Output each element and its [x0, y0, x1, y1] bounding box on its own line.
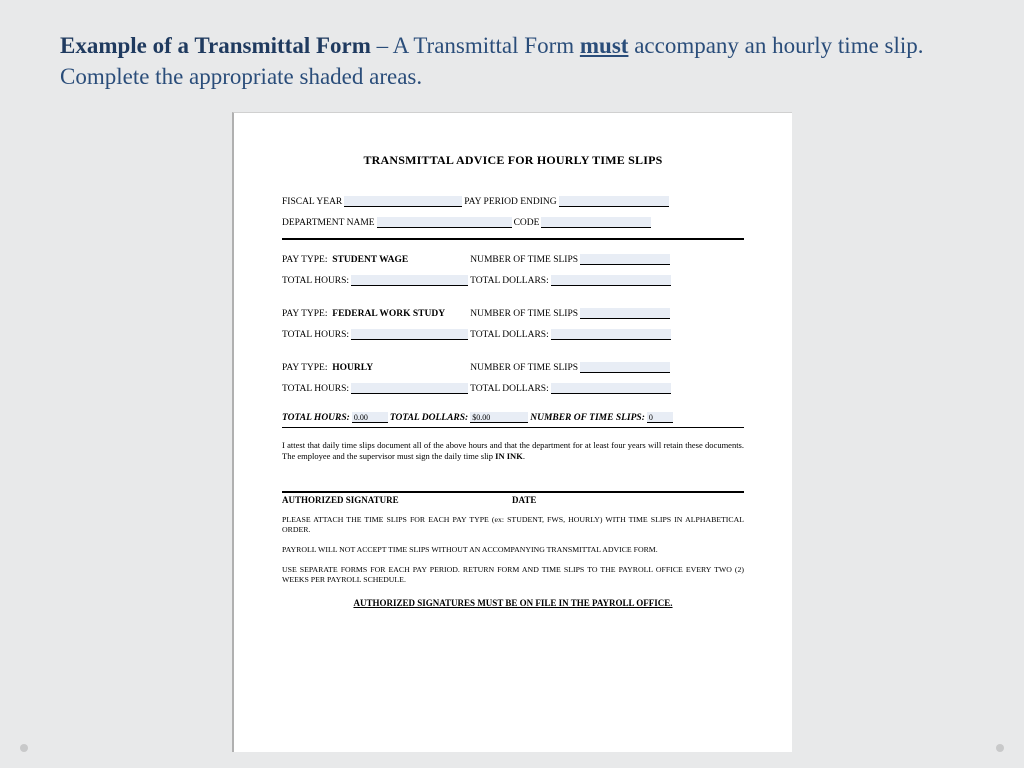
- fiscal-row: FISCAL YEAR PAY PERIOD ENDING: [282, 196, 744, 207]
- numslips-blank-1[interactable]: [580, 254, 670, 265]
- totaldollars-label-1: TOTAL DOLLARS:: [470, 276, 549, 286]
- totalhours-label-2: TOTAL HOURS:: [282, 330, 349, 340]
- numslips-label-1: NUMBER OF TIME SLIPS: [470, 255, 578, 265]
- fiscal-year-blank[interactable]: [344, 196, 462, 207]
- dept-blank[interactable]: [377, 217, 512, 228]
- code-blank[interactable]: [541, 217, 651, 228]
- dept-label: DEPARTMENT NAME: [282, 218, 375, 228]
- fws: FEDERAL WORK STUDY: [332, 309, 470, 319]
- totalhours-blank-3[interactable]: [351, 383, 468, 394]
- section-student: PAY TYPE: STUDENT WAGE NUMBER OF TIME SL…: [282, 254, 744, 286]
- heading-dash: –: [371, 33, 393, 58]
- heading-must: must: [580, 33, 629, 58]
- note-3: USE SEPARATE FORMS FOR EACH PAY PERIOD. …: [282, 565, 744, 585]
- totaldollars-label-2: TOTAL DOLLARS:: [470, 330, 549, 340]
- tot-dollars-label: TOTAL DOLLARS:: [390, 413, 468, 423]
- form-title: TRANSMITTAL ADVICE FOR HOURLY TIME SLIPS: [282, 153, 744, 168]
- fiscal-year-label: FISCAL YEAR: [282, 197, 342, 207]
- tot-slips-val[interactable]: 0: [647, 412, 673, 423]
- totaldollars-blank-2[interactable]: [551, 329, 671, 340]
- paytype-label-2: PAY TYPE:: [282, 309, 328, 319]
- form-document: TRANSMITTAL ADVICE FOR HOURLY TIME SLIPS…: [232, 112, 792, 752]
- totaldollars-blank-3[interactable]: [551, 383, 671, 394]
- heading-bold: Example of a Transmittal Form: [60, 33, 371, 58]
- tot-slips-label: NUMBER OF TIME SLIPS:: [530, 413, 645, 423]
- totalhours-label-3: TOTAL HOURS:: [282, 384, 349, 394]
- totaldollars-label-3: TOTAL DOLLARS:: [470, 384, 549, 394]
- tot-hours-val[interactable]: 0.00: [352, 412, 388, 423]
- heading-mid1: A Transmittal Form: [393, 33, 580, 58]
- dept-row: DEPARTMENT NAME CODE: [282, 217, 744, 228]
- numslips-label-2: NUMBER OF TIME SLIPS: [470, 309, 578, 319]
- student-wage: STUDENT WAGE: [332, 255, 470, 265]
- sig-divider: [282, 491, 744, 493]
- section-fws: PAY TYPE: FEDERAL WORK STUDY NUMBER OF T…: [282, 308, 744, 340]
- note-2: PAYROLL WILL NOT ACCEPT TIME SLIPS WITHO…: [282, 545, 744, 555]
- section-hourly: PAY TYPE: HOURLY NUMBER OF TIME SLIPS TO…: [282, 362, 744, 394]
- slide-heading: Example of a Transmittal Form – A Transm…: [0, 0, 1024, 102]
- numslips-label-3: NUMBER OF TIME SLIPS: [470, 363, 578, 373]
- hourly: HOURLY: [332, 363, 470, 373]
- divider-1: [282, 238, 744, 240]
- totalhours-label-1: TOTAL HOURS:: [282, 276, 349, 286]
- pay-period-label: PAY PERIOD ENDING: [464, 197, 556, 207]
- note-1: PLEASE ATTACH THE TIME SLIPS FOR EACH PA…: [282, 515, 744, 535]
- tot-hours-label: TOTAL HOURS:: [282, 413, 350, 423]
- totalhours-blank-1[interactable]: [351, 275, 468, 286]
- paytype-label-3: PAY TYPE:: [282, 363, 328, 373]
- nav-dot-right: [996, 744, 1004, 752]
- attest-text: I attest that daily time slips document …: [282, 440, 744, 463]
- attest-bold: IN INK: [495, 451, 523, 461]
- divider-2: [282, 427, 744, 428]
- nav-dot-left: [20, 744, 28, 752]
- date-label: DATE: [512, 495, 536, 505]
- pay-period-blank[interactable]: [559, 196, 669, 207]
- paytype-label-1: PAY TYPE:: [282, 255, 328, 265]
- code-label: CODE: [514, 218, 540, 228]
- numslips-blank-2[interactable]: [580, 308, 670, 319]
- tot-dollars-val[interactable]: $0.00: [470, 412, 528, 423]
- totaldollars-blank-1[interactable]: [551, 275, 671, 286]
- totals-row: TOTAL HOURS: 0.00 TOTAL DOLLARS: $0.00 N…: [282, 412, 744, 423]
- sig-label: AUTHORIZED SIGNATURE: [282, 495, 512, 505]
- final-note: AUTHORIZED SIGNATURES MUST BE ON FILE IN…: [282, 598, 744, 608]
- numslips-blank-3[interactable]: [580, 362, 670, 373]
- totalhours-blank-2[interactable]: [351, 329, 468, 340]
